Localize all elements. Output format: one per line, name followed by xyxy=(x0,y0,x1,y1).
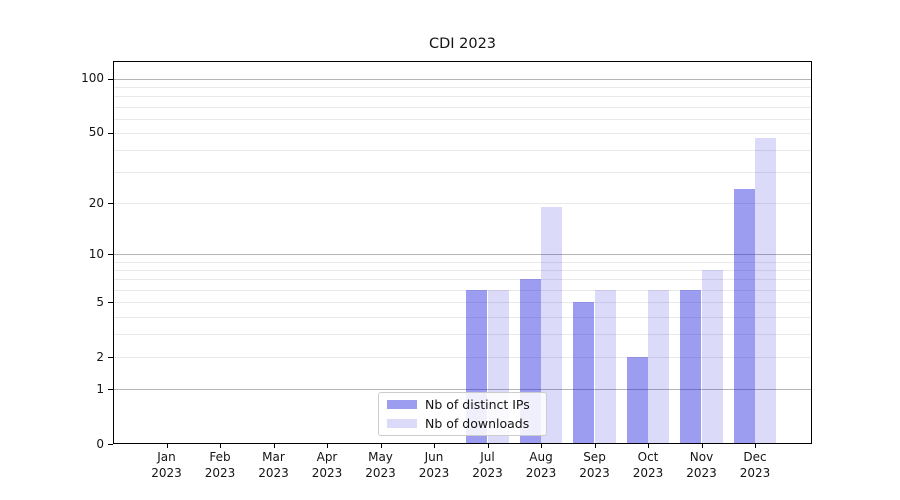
legend-entry-distinct-ips: Nb of distinct IPs xyxy=(387,397,538,413)
legend-swatch-downloads xyxy=(387,418,417,428)
y-axis-tick xyxy=(108,132,113,134)
x-axis-tick xyxy=(380,444,382,448)
bar-downloads xyxy=(648,290,670,444)
x-axis-tick xyxy=(220,444,221,448)
bar-downloads xyxy=(594,290,616,444)
x-axis-tick xyxy=(701,444,703,448)
y-axis-tick-label: 1 xyxy=(96,381,104,396)
y-axis-tick xyxy=(108,389,113,391)
minor-gridline xyxy=(113,357,812,358)
legend-entry-downloads: Nb of downloads xyxy=(387,416,538,432)
minor-gridline xyxy=(113,261,812,263)
minor-gridline xyxy=(113,86,812,88)
x-axis-tick xyxy=(273,444,275,448)
minor-gridline xyxy=(113,118,812,120)
minor-gridline xyxy=(113,96,812,98)
bar-downloads xyxy=(541,206,563,444)
bar-downloads xyxy=(755,137,777,444)
y-axis-tick-label: 100 xyxy=(81,71,104,86)
x-axis-tick xyxy=(594,444,596,448)
minor-gridline xyxy=(113,106,812,108)
chart-title: CDI 2023 xyxy=(428,36,497,52)
y-axis-tick xyxy=(108,357,113,358)
minor-gridline xyxy=(113,270,812,272)
y-axis-tick-label: 5 xyxy=(96,294,104,309)
x-axis-tick-label: Sep 2023 xyxy=(579,450,610,480)
legend-label-distinct-ips: Nb of distinct IPs xyxy=(425,397,530,413)
major-gridline xyxy=(113,389,812,391)
x-axis-tick-label: Oct 2023 xyxy=(632,450,664,480)
x-axis-tick xyxy=(166,444,168,448)
y-axis-tick-label: 0 xyxy=(96,436,104,451)
legend-swatch-distinct-ips xyxy=(387,400,417,410)
bar-downloads xyxy=(701,270,723,444)
bar-distinct-ips xyxy=(680,290,702,444)
x-axis-tick-label: Jun 2023 xyxy=(418,450,450,480)
y-axis-tick xyxy=(108,302,113,304)
x-axis-tick xyxy=(487,444,489,448)
minor-gridline xyxy=(113,132,812,134)
x-axis-tick-label: Feb 2023 xyxy=(204,450,236,480)
x-axis-tick-label: Aug 2023 xyxy=(525,450,557,480)
x-axis-tick xyxy=(755,444,756,448)
y-axis-tick-label: 10 xyxy=(88,246,104,261)
x-axis-tick xyxy=(327,444,328,448)
bar-distinct-ips xyxy=(733,189,755,444)
minor-gridline xyxy=(113,279,812,281)
y-axis-tick-label: 20 xyxy=(88,195,104,210)
x-axis-tick-label: Dec 2023 xyxy=(739,450,771,480)
x-axis-tick-label: Jan 2023 xyxy=(151,450,182,480)
x-axis-tick-label: May 2023 xyxy=(365,450,396,480)
minor-gridline xyxy=(113,150,812,152)
x-axis-tick xyxy=(541,444,542,448)
y-axis-tick xyxy=(108,254,113,256)
y-axis-tick-label: 50 xyxy=(88,125,104,140)
minor-gridline xyxy=(113,290,812,291)
y-axis-tick-label: 2 xyxy=(96,349,104,364)
minor-gridline xyxy=(113,316,812,318)
minor-gridline xyxy=(113,203,812,204)
x-axis-tick-label: Nov 2023 xyxy=(686,450,717,480)
major-gridline xyxy=(113,78,812,80)
legend: Nb of distinct IPs Nb of downloads xyxy=(378,392,547,436)
minor-gridline xyxy=(113,172,812,174)
x-axis-tick-label: Jul 2023 xyxy=(472,450,503,480)
minor-gridline xyxy=(113,302,812,304)
minor-gridline xyxy=(113,334,812,336)
y-axis-tick xyxy=(108,78,113,80)
x-axis-tick-label: Apr 2023 xyxy=(311,450,343,480)
x-axis-tick xyxy=(648,444,649,448)
major-gridline xyxy=(113,254,812,256)
bar-distinct-ips xyxy=(626,357,648,444)
x-axis-tick xyxy=(434,444,435,448)
y-axis-tick xyxy=(108,444,113,445)
legend-label-downloads: Nb of downloads xyxy=(425,415,530,431)
bar-distinct-ips xyxy=(573,302,595,444)
x-axis-tick-label: Mar 2023 xyxy=(258,450,289,480)
y-axis-tick xyxy=(108,203,113,204)
